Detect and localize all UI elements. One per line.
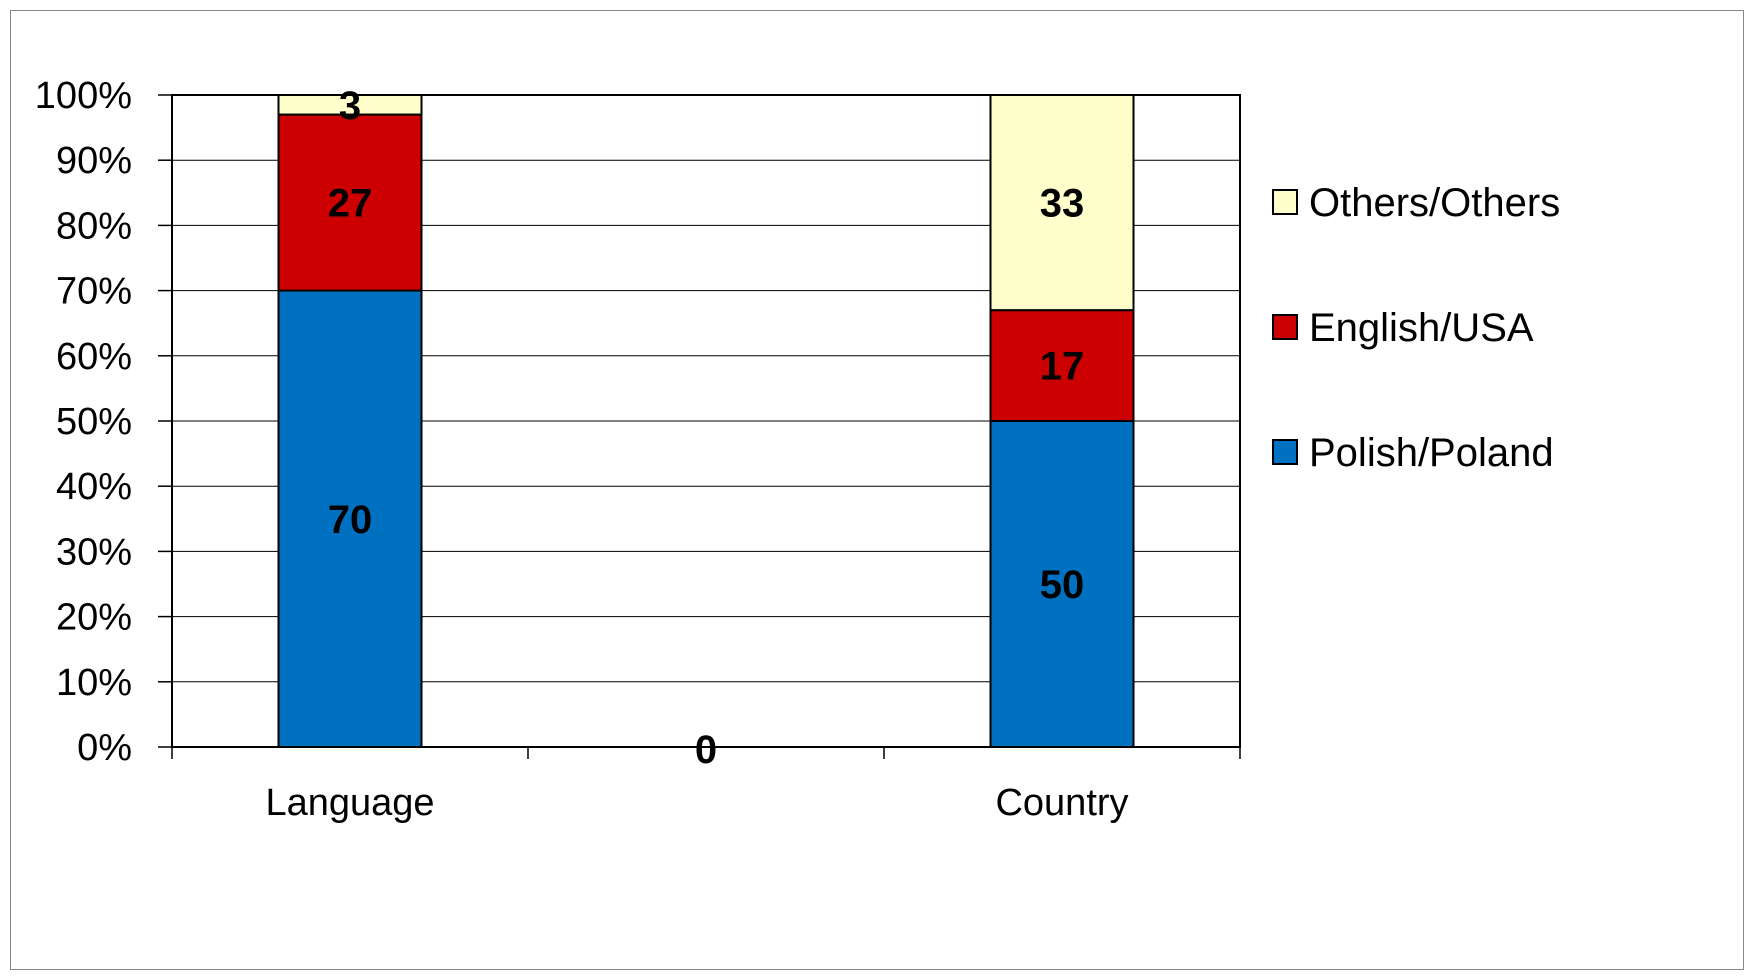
data-label: 0 bbox=[695, 728, 717, 772]
legend-swatch bbox=[1272, 189, 1298, 215]
data-label: 33 bbox=[1040, 182, 1085, 226]
y-tick-label: 100% bbox=[35, 75, 132, 117]
data-label: 3 bbox=[339, 84, 361, 128]
bar-segment bbox=[989, 94, 1135, 312]
x-category-label: Language bbox=[265, 782, 434, 824]
data-label: 27 bbox=[328, 182, 373, 226]
data-label: 17 bbox=[1040, 345, 1085, 389]
data-label: 50 bbox=[1040, 563, 1085, 607]
data-label: 70 bbox=[328, 498, 373, 542]
legend-label: Others/Others bbox=[1309, 181, 1560, 225]
y-tick-label: 80% bbox=[56, 205, 132, 247]
y-tick-label: 40% bbox=[56, 466, 132, 508]
legend-label: Polish/Poland bbox=[1309, 431, 1554, 475]
legend-swatch bbox=[1272, 314, 1298, 340]
y-tick-label: 60% bbox=[56, 336, 132, 378]
bar-segment bbox=[277, 94, 423, 116]
y-tick-label: 20% bbox=[56, 597, 132, 639]
legend-label: English/USA bbox=[1309, 306, 1534, 350]
x-category-label: Country bbox=[995, 782, 1128, 824]
y-tick-label: 30% bbox=[56, 531, 132, 573]
y-tick-label: 0% bbox=[77, 727, 132, 769]
bar-segment bbox=[989, 309, 1135, 422]
y-tick-label: 90% bbox=[56, 140, 132, 182]
y-tick-label: 50% bbox=[56, 401, 132, 443]
y-tick-label: 70% bbox=[56, 271, 132, 313]
legend-swatch bbox=[1272, 439, 1298, 465]
y-tick-label: 10% bbox=[56, 662, 132, 704]
bar-segment bbox=[989, 420, 1135, 748]
